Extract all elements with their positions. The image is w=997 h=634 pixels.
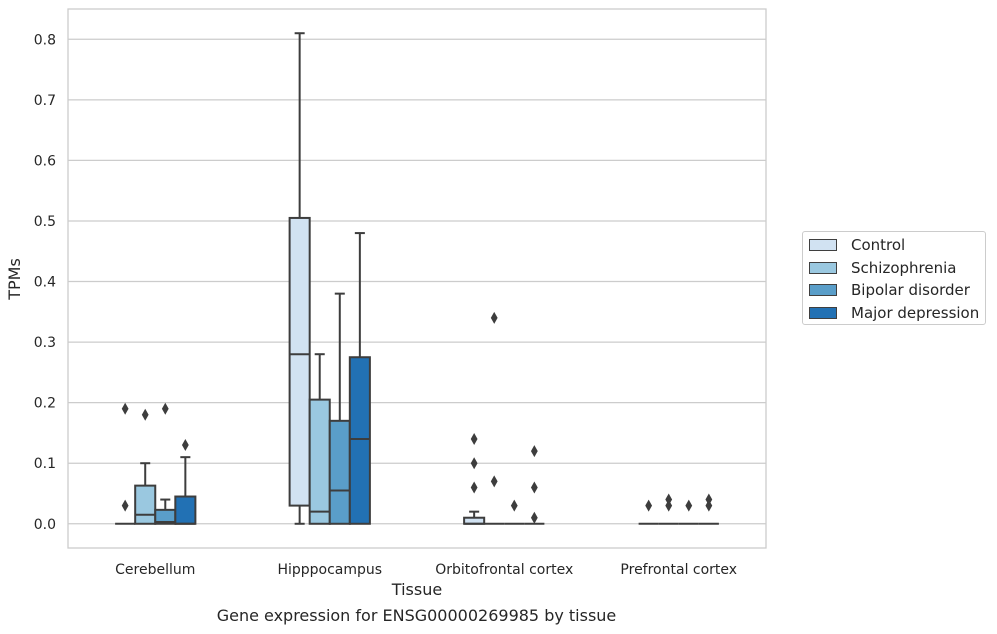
outlier-point xyxy=(685,499,693,512)
box-control-hipppocampus xyxy=(288,32,311,525)
outlier-point xyxy=(470,457,478,470)
box-major-depression-orbitofrontal-cortex xyxy=(524,445,545,525)
outlier-point xyxy=(121,402,129,415)
legend-swatch-schizophrenia xyxy=(809,262,837,274)
box xyxy=(174,495,197,525)
y-tick-label: 0.6 xyxy=(34,153,56,169)
box-schizophrenia-orbitofrontal-cortex xyxy=(484,311,505,525)
y-tick-label: 0.3 xyxy=(34,335,56,351)
plot-area-frame xyxy=(67,8,767,549)
legend: Control Schizophrenia Bipolar disorder M… xyxy=(802,231,986,325)
box-control-orbitofrontal-cortex xyxy=(463,432,486,525)
legend-swatch-control xyxy=(809,239,837,251)
outlier-point xyxy=(705,493,713,506)
outlier-point xyxy=(510,499,518,512)
legend-label-major-depression: Major depression xyxy=(851,304,980,322)
y-tick-label: 0.5 xyxy=(34,214,56,230)
outlier-point xyxy=(161,402,169,415)
outlier-point xyxy=(470,481,478,494)
y-tick-label: 0.4 xyxy=(34,275,56,291)
box-schizophrenia-prefrontal-cortex xyxy=(658,493,679,525)
box-bipolar-disorder-prefrontal-cortex xyxy=(678,499,699,525)
box xyxy=(288,216,311,507)
legend-swatch-bipolar-disorder xyxy=(809,284,837,296)
box-bipolar-disorder-cerebellum xyxy=(154,402,177,525)
x-axis-label: Tissue xyxy=(391,580,442,599)
outlier-point xyxy=(490,311,498,324)
y-tick-label: 0.8 xyxy=(34,32,56,48)
box xyxy=(328,419,351,525)
y-axis-label: TPMs xyxy=(5,258,24,301)
box xyxy=(308,398,331,525)
legend-label-control: Control xyxy=(851,236,906,254)
outlier-point xyxy=(665,499,673,512)
legend-label-bipolar-disorder: Bipolar disorder xyxy=(851,281,970,299)
legend-item-bipolar-disorder: Bipolar disorder xyxy=(809,280,970,300)
x-tick-label: Orbitofrontal cortex xyxy=(435,562,573,578)
y-tick-label: 0.7 xyxy=(34,93,56,109)
y-tick-labels: 0.0 0.1 0.2 0.3 0.4 0.5 0.6 0.7 0.8 xyxy=(34,32,56,532)
box-bipolar-disorder-hipppocampus xyxy=(328,292,351,525)
box xyxy=(348,356,371,525)
chart-caption: Gene expression for ENSG00000269985 by t… xyxy=(216,606,617,625)
outlier-point xyxy=(181,439,189,452)
y-tick-label: 0.0 xyxy=(34,517,56,533)
outlier-point xyxy=(141,408,149,421)
legend-item-major-depression: Major depression xyxy=(809,303,979,323)
box-schizophrenia-cerebellum xyxy=(134,408,157,525)
box-major-depression-hipppocampus xyxy=(348,232,371,525)
x-tick-label: Prefrontal cortex xyxy=(620,562,737,578)
legend-item-control: Control xyxy=(809,235,905,255)
box-plots xyxy=(115,32,719,525)
box-major-depression-prefrontal-cortex xyxy=(698,493,719,525)
box-control-prefrontal-cortex xyxy=(638,499,659,525)
x-tick-label: Cerebellum xyxy=(115,562,195,578)
x-tick-labels: Cerebellum Hipppocampus Orbitofrontal cort… xyxy=(115,562,737,578)
legend-item-schizophrenia: Schizophrenia xyxy=(809,258,956,278)
legend-swatch-major-depression xyxy=(809,307,837,319)
outlier-point xyxy=(665,493,673,506)
outlier-point xyxy=(530,511,538,524)
y-tick-label: 0.2 xyxy=(34,396,56,412)
box-control-cerebellum xyxy=(115,402,136,525)
y-tick-label: 0.1 xyxy=(34,456,56,472)
chart: 0.0 0.1 0.2 0.3 0.4 0.5 0.6 0.7 0.8 Cerebellum Hi… xyxy=(5,8,767,599)
box-major-depression-cerebellum xyxy=(174,439,197,525)
outlier-point xyxy=(490,475,498,488)
box-bipolar-disorder-orbitofrontal-cortex xyxy=(504,499,525,525)
outlier-point xyxy=(645,499,653,512)
outlier-point xyxy=(470,432,478,445)
x-tick-label: Hipppocampus xyxy=(277,562,382,578)
outlier-point xyxy=(530,445,538,458)
outlier-point xyxy=(121,499,129,512)
outlier-point xyxy=(530,481,538,494)
legend-label-schizophrenia: Schizophrenia xyxy=(851,259,957,277)
outlier-point xyxy=(705,499,713,512)
box xyxy=(134,484,157,525)
